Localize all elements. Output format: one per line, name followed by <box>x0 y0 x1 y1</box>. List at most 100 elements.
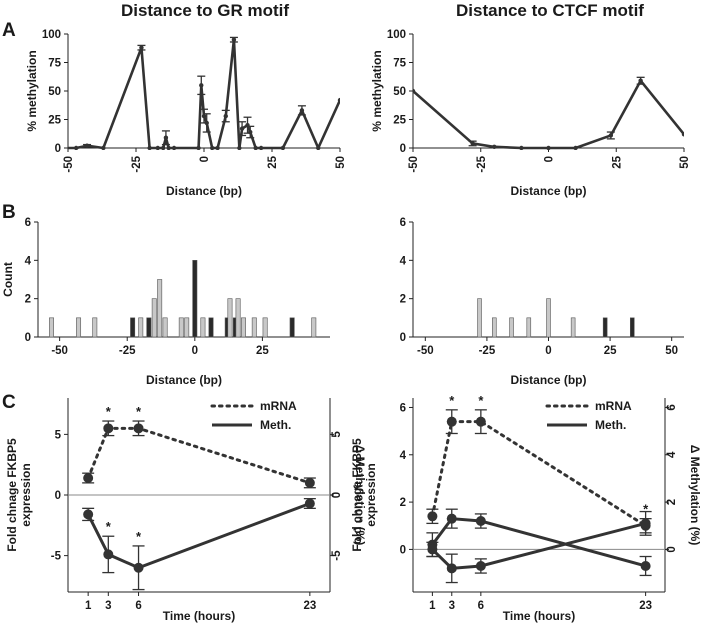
B-right-bar <box>509 317 514 338</box>
C-left-ytick-label: -5 <box>51 551 62 563</box>
B-right-bar <box>629 317 635 338</box>
B-left-xlabel: Distance (bp) <box>146 373 222 387</box>
B-left-bar <box>184 317 190 338</box>
A-right-point <box>519 145 524 150</box>
A-left-point <box>73 145 79 150</box>
C-right-point <box>446 513 457 524</box>
B-left-bar <box>251 317 257 338</box>
A-right-ylabel: % methylation <box>370 50 384 131</box>
C-right-point <box>475 560 486 571</box>
C-left-point <box>133 423 144 434</box>
C-left-xtick-label: 6 <box>135 600 141 612</box>
A-right-point <box>492 144 497 150</box>
B-left-bar <box>289 317 295 338</box>
C-right-series-mrna: * * * <box>426 393 652 534</box>
C-right-series-line <box>430 420 648 528</box>
C-right-ytick-label: 0 <box>400 544 406 556</box>
C-left-y2tick-label: 5 <box>331 431 343 438</box>
C-right-y2tick-label: 6 <box>666 404 678 410</box>
A-left-point <box>239 126 245 131</box>
B-left-bar <box>227 298 233 338</box>
A-left-point <box>209 145 215 150</box>
C-left-significance-star: * <box>106 404 112 419</box>
C-right-xtick-label: 3 <box>449 600 455 612</box>
C-right-significance-star: * <box>449 393 455 408</box>
B-left-bar <box>311 317 317 338</box>
B-left-bar <box>49 317 54 338</box>
B-left-xtick-label: 25 <box>256 345 269 357</box>
title-gr: Distance to GR motif <box>121 1 289 20</box>
A-left-series <box>68 36 340 150</box>
A-left-point <box>253 145 258 150</box>
B-right-bar <box>492 317 497 338</box>
A-left-point <box>171 145 177 150</box>
C-left-point <box>83 509 94 520</box>
C-right-ytick-label: 6 <box>400 402 406 414</box>
B-left-bar <box>235 298 241 338</box>
C-left-point <box>103 549 114 560</box>
A-right-point <box>546 145 551 150</box>
C-left-legend-label-meth: Meth. <box>260 418 291 432</box>
A-left-point <box>101 145 106 150</box>
C-left-y2tick-label: 0 <box>331 492 343 498</box>
A-right-xtick-label: 25 <box>611 155 623 168</box>
B-left-ytick-label: 2 <box>25 294 31 306</box>
C-right-ylabel: expression <box>364 463 378 526</box>
B-left-ytick-label: 6 <box>25 217 31 229</box>
C-left-legend-label-mrna: mRNA <box>260 399 297 413</box>
A-left-point <box>163 135 169 140</box>
C-right-point <box>640 518 651 529</box>
C-right-ytick-label: 4 <box>400 450 407 462</box>
C-right-point <box>427 511 438 522</box>
B-left-ytick-label: 0 <box>25 332 31 344</box>
B-right-axes: -50 -25 0 25 50 0 2 4 6 Distance (bp) <box>400 217 684 387</box>
A-right-xtick-label: -25 <box>476 155 488 172</box>
B-right-bar <box>602 317 608 338</box>
B-left-xtick-label: -50 <box>51 345 68 357</box>
A-left-xtick-label: 25 <box>267 155 279 168</box>
C-left-series-line <box>86 502 311 570</box>
A-left-point <box>139 45 144 50</box>
C-right-point <box>446 563 457 574</box>
B-left-bar <box>200 317 206 338</box>
B-right-ytick-label: 0 <box>400 332 406 344</box>
A-right-point <box>470 141 475 146</box>
C-left-axes: 1 3 6 23 -5 0 5 -5 0 5 Time (hours) Fold chnage FKB… <box>5 398 367 623</box>
A-left-ytick-label: 0 <box>55 143 61 155</box>
A-left-ytick-label: 100 <box>42 29 61 41</box>
B-right-xtick-label: -25 <box>479 345 496 357</box>
A-left-xtick-label: -50 <box>63 156 75 173</box>
A-right-point <box>681 132 684 137</box>
C-left-xlabel: Time (hours) <box>163 609 235 623</box>
C-left-significance-star: * <box>106 519 112 534</box>
A-left-ytick-label: 50 <box>48 86 61 98</box>
C-right-significance-star: * <box>478 393 484 408</box>
A-right-ytick-label: 100 <box>387 29 406 41</box>
C-right-point <box>640 560 651 571</box>
C-left-point <box>304 477 315 488</box>
C-right-legend-label-mrna: mRNA <box>595 399 632 413</box>
A-left-point <box>258 145 264 150</box>
B-right-bar <box>546 298 551 338</box>
C-right-ylabel: Fold chnage FKBP5 <box>350 438 364 552</box>
A-left-point <box>316 145 321 150</box>
A-right-axes: -50 -25 0 25 50 0 25 50 75 100 Distance (bp) % meth… <box>370 29 691 198</box>
B-left-xtick-label: -25 <box>119 345 136 357</box>
C-left-point <box>103 423 114 434</box>
B-right-ytick-label: 4 <box>400 255 407 267</box>
B-left-axes: -50 -25 0 25 0 2 4 6 Distance (bp) Count <box>1 217 330 387</box>
C-right-legend-label-meth: Meth. <box>595 418 626 432</box>
C-right-xtick-label: 23 <box>639 600 652 612</box>
C-left-point <box>133 562 144 573</box>
A-left-point <box>299 108 305 113</box>
A-right-point <box>573 145 578 150</box>
B-left-bar <box>151 298 157 338</box>
A-right-point <box>413 88 416 94</box>
C-right-point <box>475 516 486 527</box>
C-right-series-methup <box>426 508 652 577</box>
C-right-series-line <box>431 517 647 568</box>
A-left-point <box>248 129 253 135</box>
B-left-bar <box>178 317 184 338</box>
C-left-series-meth: ** <box>82 497 316 591</box>
A-left-point <box>201 113 207 119</box>
